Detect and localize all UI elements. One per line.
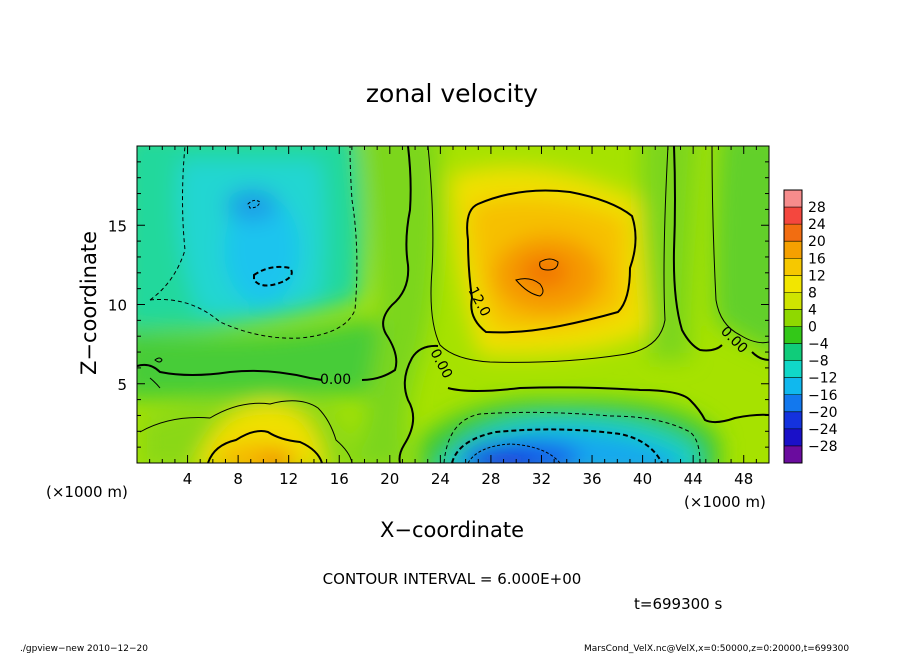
- field-region-green-right-edge: [714, 146, 769, 352]
- colorbar-label: −24: [808, 422, 838, 438]
- x-tick-label: 40: [633, 470, 652, 488]
- contour-zero-lowerleft: [207, 430, 323, 463]
- colorbar-label: −28: [808, 439, 838, 455]
- field-region-red-core: [521, 256, 569, 288]
- colorbar-label: −12: [808, 371, 838, 387]
- x-tick-label: 36: [582, 470, 601, 488]
- y-tick-label: 15: [108, 217, 127, 235]
- contour-zero-center: [398, 344, 439, 463]
- x-tick-label: 44: [684, 470, 703, 488]
- colorbar-swatch: [784, 258, 802, 276]
- contour-eddy-left-b: [149, 377, 161, 389]
- colorbar-swatch: [784, 241, 802, 259]
- colorbar-label: 8: [808, 285, 817, 301]
- y-tick-label: 5: [117, 376, 127, 394]
- colorbar-swatch: [784, 224, 802, 242]
- colorbar-swatch: [784, 292, 802, 310]
- colorbar-label: −4: [808, 337, 829, 353]
- x-tick-label: 32: [532, 470, 551, 488]
- contour-lines: [137, 146, 769, 463]
- contour-pos6-east: [427, 146, 669, 363]
- contour-zero-east-lower: [447, 386, 769, 424]
- colorbar-swatch: [784, 275, 802, 293]
- x-tick-label: 24: [431, 470, 450, 488]
- y-axis: 5 10 15: [108, 161, 769, 448]
- colorbar-label: 4: [808, 302, 817, 318]
- y-axis-label: Z−coordinate: [77, 231, 101, 375]
- colorbar-swatch: [784, 377, 802, 396]
- chart-title: zonal velocity: [366, 79, 538, 108]
- colorbar-label: −16: [808, 388, 838, 404]
- x-axis-label: X−coordinate: [380, 518, 524, 542]
- field-region-green-mid: [351, 146, 440, 463]
- contour-pos18-b: [515, 278, 544, 297]
- field-region-green-right: [640, 146, 699, 360]
- plot-area: 0.00 0.00 0.00 12.0: [137, 146, 769, 463]
- colorbar-label: 28: [808, 200, 826, 216]
- x-axis-unit-left: (×1000 m): [46, 483, 128, 501]
- colorbar-label: −8: [808, 354, 829, 370]
- contour-neg18-lower: [467, 443, 561, 463]
- colorbar-swatch: [784, 190, 802, 208]
- x-tick-label: 20: [380, 470, 399, 488]
- contour-eddy-left: [154, 357, 163, 363]
- colorbar-swatch: [784, 309, 802, 327]
- field-region-blue-left-core: [224, 195, 300, 305]
- colorbar-label: 24: [808, 217, 826, 233]
- contour-zero-west-b: [361, 146, 412, 381]
- colorbar-label: 20: [808, 234, 826, 250]
- colorbar-swatch: [784, 360, 802, 378]
- contour-neg6-lower: [443, 411, 701, 463]
- contour-pos6-east-edge: [711, 146, 769, 344]
- contour-zero-east-b: [751, 351, 769, 361]
- x-tick-label: 16: [330, 470, 349, 488]
- colorbar-swatch: [784, 411, 802, 430]
- contour-pos6-lowerleft: [139, 400, 353, 463]
- time-text: t=699300 s: [634, 595, 722, 613]
- contour-zero-west: [137, 363, 323, 381]
- colorbar-label: 12: [808, 268, 826, 284]
- contour-pos18-a: [539, 258, 559, 271]
- y-tick-label: 10: [108, 297, 127, 315]
- colorbar-swatch: [784, 326, 802, 344]
- field-region-navy-lower: [475, 452, 535, 463]
- contour-neg12-upperleft: [253, 265, 293, 287]
- contour-pos12: [466, 189, 637, 334]
- x-axis-unit-right: (×1000 m): [684, 493, 766, 511]
- colorbar-label: 0: [808, 320, 817, 336]
- colorbar-swatch: [784, 343, 802, 361]
- colorbar-label: −20: [808, 405, 838, 421]
- x-tick-label: 12: [279, 470, 298, 488]
- footer-left: ./gpview−new 2010−12−20: [20, 644, 148, 654]
- x-tick-label: 4: [183, 470, 193, 488]
- colorbar-swatch: [784, 445, 802, 464]
- field-region-red-lowerleft: [260, 455, 288, 463]
- contour-zero-east: [672, 146, 723, 352]
- colorbar-swatch: [784, 428, 802, 447]
- field-region-green-band: [137, 320, 410, 400]
- contour-label-zero-west: 0.00: [320, 372, 351, 388]
- colorbar-swatch: [784, 207, 802, 225]
- field-region-blue-left-top: [226, 189, 278, 221]
- contour-neg12-lower: [451, 428, 663, 463]
- contour-neg6-upperleft-b: [149, 146, 358, 339]
- x-tick-label: 28: [481, 470, 500, 488]
- x-tick-label: 8: [233, 470, 243, 488]
- colorbar-label: 16: [808, 251, 826, 267]
- colorbar-swatch: [784, 394, 802, 413]
- x-axis: 4 8 12 16 20 24 28 32 36 40 44 48: [149, 146, 757, 488]
- x-tick-label: 48: [734, 470, 753, 488]
- footer-right: MarsCond_VelX.nc@VelX,x=0:50000,z=0:2000…: [584, 644, 849, 654]
- contour-neg6-upperleft: [149, 146, 186, 301]
- contour-interval-text: CONTOUR INTERVAL = 6.000E+00: [323, 570, 582, 588]
